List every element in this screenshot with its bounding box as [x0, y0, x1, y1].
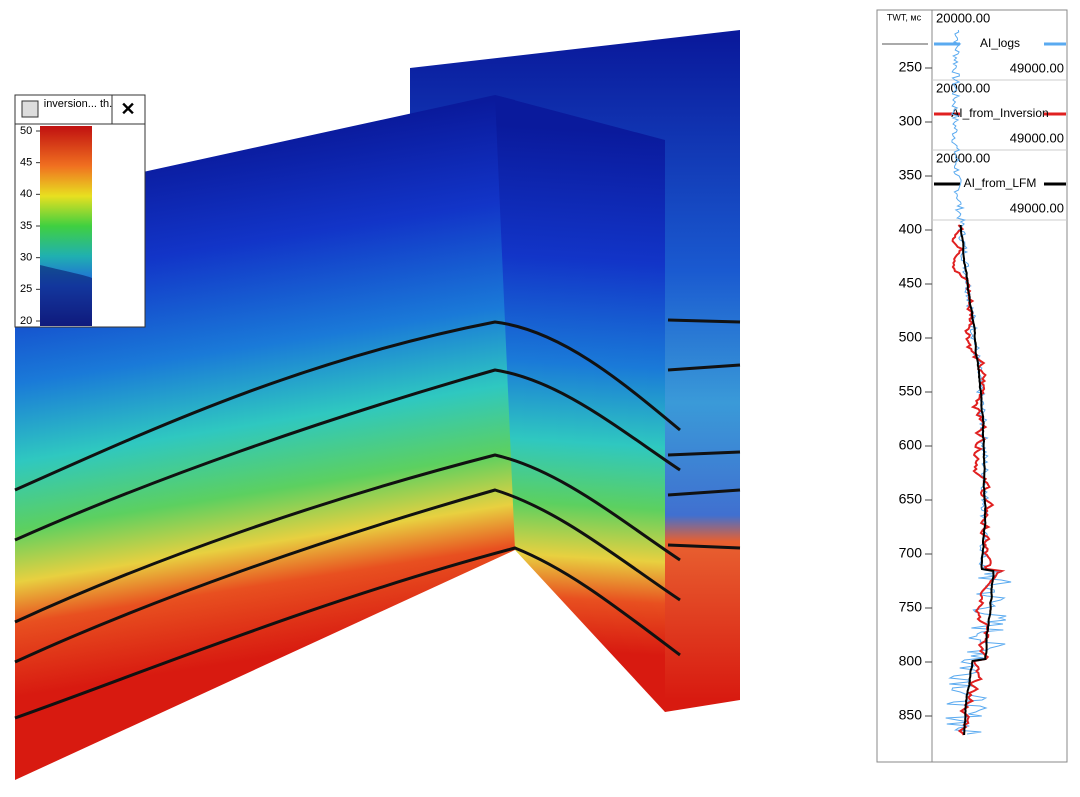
widget-icon[interactable]	[21, 100, 39, 118]
well-frame	[876, 9, 1068, 763]
depth-label: 250	[899, 59, 923, 75]
scale-label: 30	[20, 252, 32, 264]
legend-widget: inversion... th. ✕ 50 45 40 35 30 25 20	[14, 94, 146, 328]
track-name: AI_logs	[980, 36, 1020, 50]
track-max: 49000.00	[1010, 60, 1064, 75]
scale-label: 25	[20, 283, 32, 295]
scale-label: 50	[20, 125, 32, 137]
track-min: 20000.00	[936, 150, 990, 165]
widget-title: inversion... th.	[44, 98, 112, 110]
track-name: AI_from_Inversion	[951, 106, 1048, 120]
axis-title: TWT, мс	[887, 12, 922, 22]
scale-label: 45	[20, 157, 32, 169]
track-name-bg	[960, 176, 1044, 192]
log-curve	[959, 225, 995, 736]
horizons	[14, 318, 741, 720]
scale-label: 40	[20, 188, 32, 200]
track-name-bg	[960, 106, 1044, 122]
depth-label: 400	[899, 221, 923, 237]
depth-label: 700	[899, 545, 923, 561]
horizon	[667, 318, 741, 550]
depth-label: 800	[899, 653, 923, 669]
depth-label: 300	[899, 113, 923, 129]
track-max: 49000.00	[1010, 200, 1064, 215]
depth-label: 600	[899, 437, 923, 453]
depth-label: 550	[899, 383, 923, 399]
depth-label: 850	[899, 707, 923, 723]
track-max: 49000.00	[1010, 130, 1064, 145]
horizon	[14, 368, 681, 542]
horizon	[14, 453, 681, 624]
depth-label: 450	[899, 275, 923, 291]
close-button[interactable]: ✕	[120, 99, 135, 119]
depth-label: 650	[899, 491, 923, 507]
scale-label: 35	[20, 220, 32, 232]
track-min: 20000.00	[936, 80, 990, 95]
well-panel: TWT, мс 20000.00 AI_logs 49000.00 20000.00 A…	[876, 9, 1068, 763]
track-name-bg	[960, 36, 1044, 52]
horizon	[14, 320, 681, 492]
depth-label: 500	[899, 329, 923, 345]
track-min: 20000.00	[936, 10, 990, 25]
depth-label: 750	[899, 599, 923, 615]
horizon	[14, 546, 681, 720]
depth-label: 350	[899, 167, 923, 183]
scale-label: 20	[20, 315, 32, 327]
histogram	[40, 265, 92, 326]
track-name: AI_from_LFM	[964, 176, 1037, 190]
horizon	[14, 488, 681, 664]
